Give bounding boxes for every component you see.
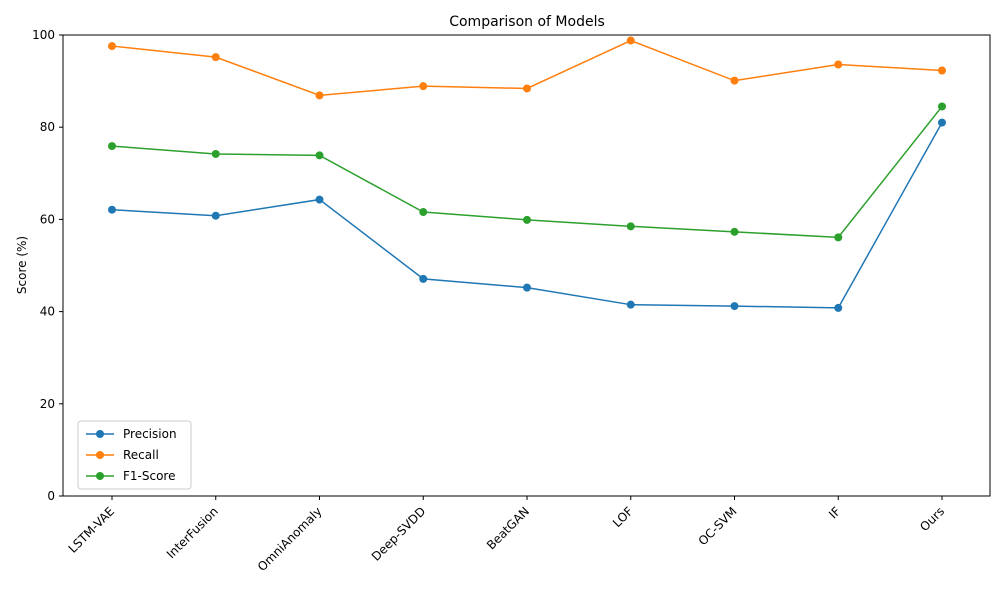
- axes-frame: [62, 34, 991, 497]
- point-0-0: [108, 205, 116, 214]
- y-tick-label-60: 60: [40, 212, 55, 226]
- y-tick-label-40: 40: [40, 305, 55, 319]
- legend-marker-2: [96, 472, 104, 480]
- point-2-1: [211, 149, 220, 158]
- point-1-0: [108, 42, 116, 51]
- y-axis-label: Score (%): [15, 236, 29, 294]
- legend-label-1: Recall: [123, 448, 159, 462]
- legend-marker-0: [96, 430, 104, 438]
- point-1-8: [938, 66, 946, 75]
- point-1-5: [626, 36, 635, 45]
- point-0-2: [315, 195, 324, 204]
- y-tick-label-20: 20: [40, 397, 55, 411]
- point-1-4: [523, 84, 531, 93]
- point-2-0: [108, 142, 116, 151]
- point-2-3: [419, 208, 428, 217]
- legend-label-2: F1-Score: [123, 469, 175, 483]
- point-1-1: [211, 53, 220, 62]
- point-2-6: [730, 227, 739, 236]
- point-1-7: [834, 60, 843, 69]
- point-1-6: [730, 76, 739, 85]
- legend-marker-1: [96, 451, 104, 459]
- point-0-1: [211, 211, 220, 220]
- y-tick-label-80: 80: [40, 120, 55, 134]
- point-2-5: [626, 222, 635, 231]
- point-0-6: [730, 302, 739, 311]
- point-2-8: [938, 102, 946, 111]
- point-0-8: [938, 118, 946, 127]
- point-2-2: [315, 151, 324, 160]
- point-1-2: [315, 91, 324, 100]
- legend-box: [77, 420, 192, 490]
- point-1-3: [419, 82, 428, 91]
- chart-title: Comparison of Models: [449, 14, 605, 30]
- point-2-4: [523, 215, 531, 224]
- point-0-3: [419, 274, 428, 283]
- legend-label-0: Precision: [123, 427, 177, 441]
- y-tick-label-100: 100: [32, 28, 55, 42]
- point-2-7: [834, 233, 843, 242]
- point-0-5: [626, 300, 635, 309]
- y-tick-label-0: 0: [47, 489, 55, 503]
- point-0-4: [523, 283, 531, 292]
- point-0-7: [834, 303, 843, 312]
